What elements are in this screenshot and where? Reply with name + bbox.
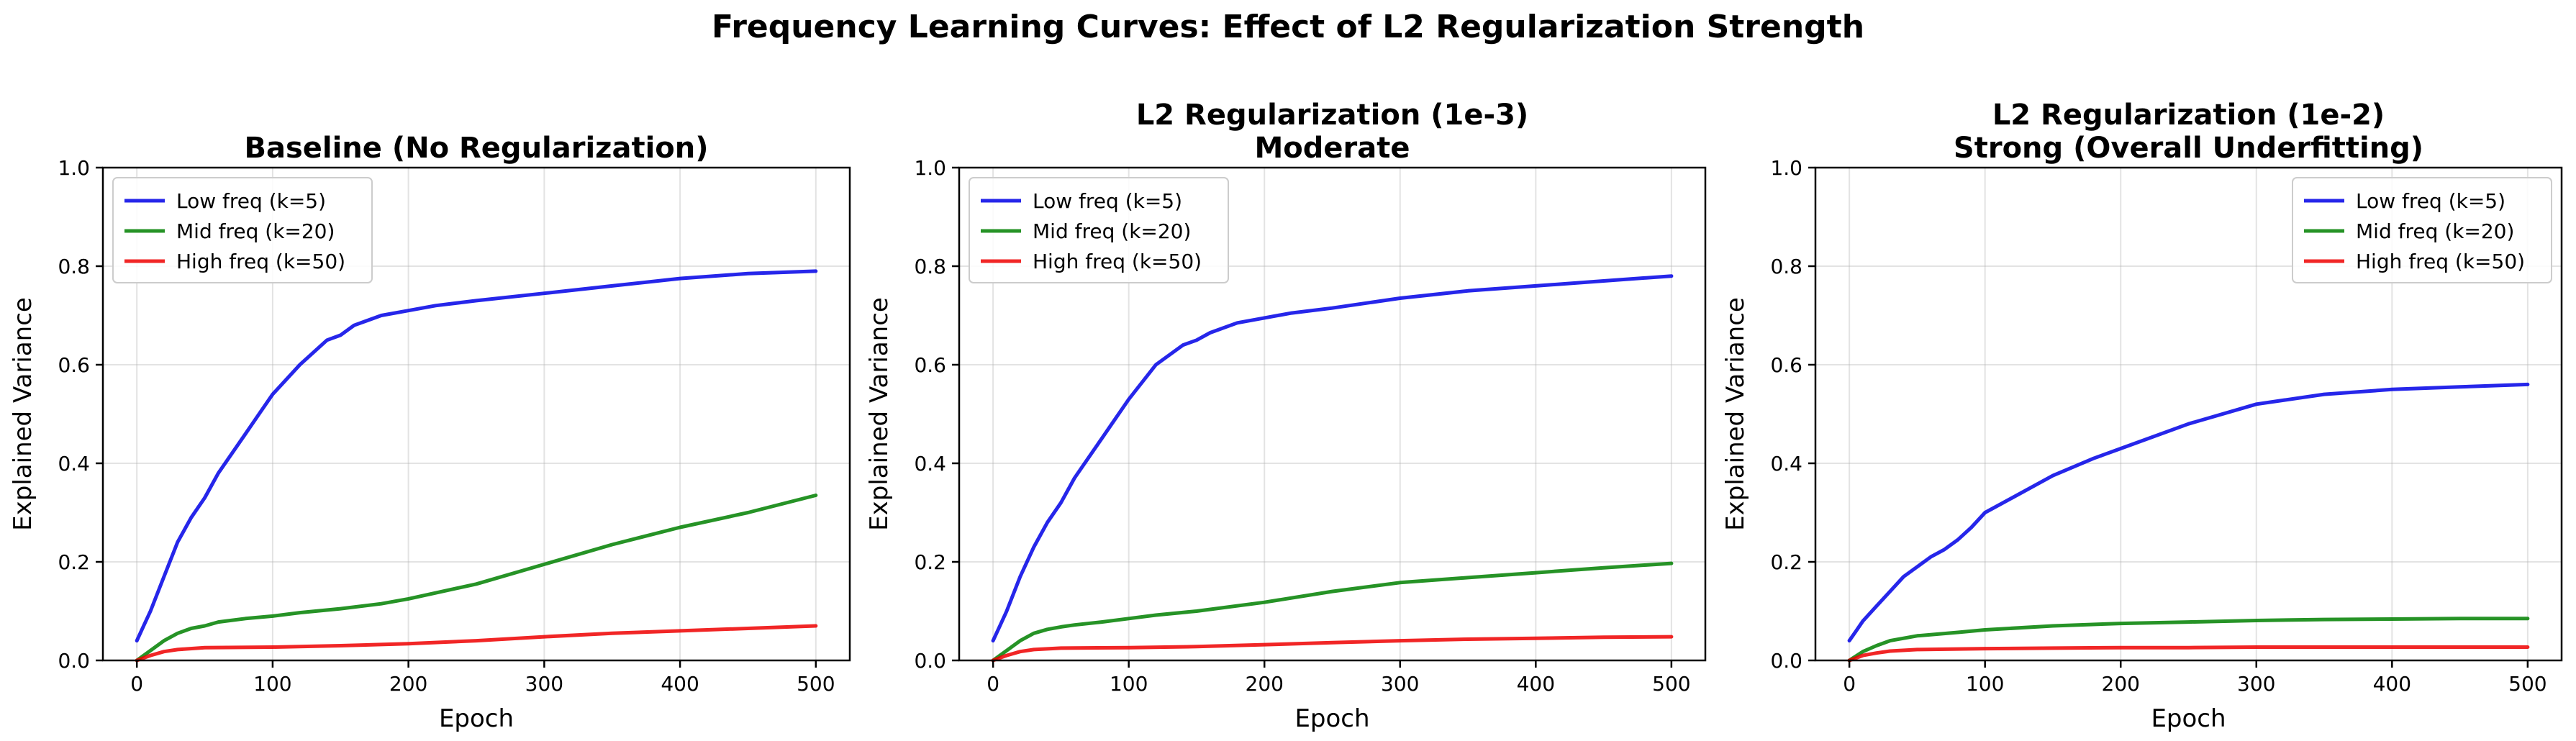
x-tick-label: 300 (1381, 672, 1419, 696)
y-tick-label: 1.0 (914, 156, 946, 180)
series-line-low (991, 274, 1674, 643)
x-tick-label: 500 (797, 672, 835, 696)
x-tick-label: 100 (1966, 672, 2004, 696)
chart-title-line: Moderate (1254, 132, 1410, 165)
plot-frame (1814, 166, 2563, 662)
legend-label: Mid freq (k=20) (176, 219, 335, 243)
y-tick-label: 0.0 (1770, 649, 1802, 673)
legend-label: Low freq (k=5) (1033, 189, 1182, 213)
legend-label: High freq (k=50) (176, 250, 345, 273)
series-line-high (135, 624, 818, 663)
y-tick-label: 0.4 (58, 452, 90, 476)
legend-box (2292, 177, 2552, 283)
y-tick-label: 0.6 (1770, 353, 1802, 377)
y-tick-label: 1.0 (1770, 156, 1802, 180)
x-tick-label: 0 (130, 672, 143, 696)
x-tick-label: 100 (253, 672, 291, 696)
y-tick-label: 0.2 (1770, 550, 1802, 574)
y-axis-label: Explained Variance (865, 297, 894, 531)
legend-label: Low freq (k=5) (2356, 189, 2505, 213)
x-tick-label: 0 (987, 672, 999, 696)
y-tick-label: 0.4 (1770, 452, 1802, 476)
x-axis-label: Epoch (2151, 704, 2226, 733)
legend-label: High freq (k=50) (2356, 250, 2525, 273)
y-axis-label: Explained Variance (9, 297, 37, 531)
y-tick-label: 0.8 (1770, 255, 1802, 278)
x-axis-label: Epoch (1294, 704, 1369, 733)
plot-frame (101, 166, 851, 662)
x-tick-label: 200 (1246, 672, 1284, 696)
series-line-high (1847, 645, 2530, 663)
legend: Low freq (k=5) Mid freq (k=20) High freq (… (2292, 177, 2552, 283)
legend-label: Low freq (k=5) (176, 189, 326, 213)
legend: Low freq (k=5) Mid freq (k=20) High freq (… (969, 177, 1229, 283)
panels: 0 100 200 300 400 500 0.0 0.2 0.4 0.6 0.8 1.0 Epoch E… (9, 99, 2563, 733)
x-tick-label: 300 (525, 672, 563, 696)
x-tick-label: 400 (2373, 672, 2411, 696)
x-tick-label: 0 (1843, 672, 1856, 696)
x-tick-label: 200 (389, 672, 427, 696)
chart-title: L2 Regularization (1e-2) Strong (Overall … (1954, 99, 2423, 165)
chart-title: L2 Regularization (1e-3) Moderate (1136, 99, 1528, 165)
y-tick-label: 0.6 (914, 353, 946, 377)
x-tick-label: 200 (2102, 672, 2140, 696)
chart-title-line: L2 Regularization (1e-3) (1136, 99, 1528, 132)
y-tick-label: 0.4 (914, 452, 946, 476)
chart-panel-3: 0 100 200 300 400 500 0.0 0.2 0.4 0.6 0.8 1.0 Epoch E… (1721, 99, 2563, 733)
x-tick-label: 400 (661, 672, 699, 696)
y-tick-label: 1.0 (58, 156, 90, 180)
legend-label: Mid freq (k=20) (2356, 219, 2514, 243)
series-line-mid (991, 561, 1674, 663)
y-tick-label: 0.2 (58, 550, 90, 574)
x-tick-label: 500 (1652, 672, 1690, 696)
x-tick-label: 500 (2508, 672, 2546, 696)
series-line-low (1847, 382, 2530, 643)
chart-title: Baseline (No Regularization) (244, 132, 708, 165)
y-tick-label: 0.0 (914, 649, 946, 673)
y-tick-label: 0.8 (914, 255, 946, 278)
x-tick-label: 300 (2237, 672, 2275, 696)
y-tick-label: 0.6 (58, 353, 90, 377)
chart-panel-2: 0 100 200 300 400 500 0.0 0.2 0.4 0.6 0.8 1.0 Epoch E… (865, 99, 1707, 733)
series-line-mid (1847, 617, 2530, 663)
figure-title: Frequency Learning Curves: Effect of L2 … (712, 9, 1864, 45)
legend-box (969, 177, 1229, 283)
chart-title-line: Baseline (No Regularization) (244, 132, 708, 165)
x-tick-label: 100 (1110, 672, 1148, 696)
series-line-low (135, 269, 818, 643)
legend-label: Mid freq (k=20) (1033, 219, 1191, 243)
series-line-mid (135, 494, 818, 663)
series-line-high (991, 635, 1674, 663)
y-tick-label: 0.0 (58, 649, 90, 673)
legend-box (112, 177, 373, 283)
chart-panel-1: 0 100 200 300 400 500 0.0 0.2 0.4 0.6 0.8 1.0 Epoch E… (9, 132, 851, 733)
y-axis-label: Explained Variance (1721, 297, 1750, 531)
x-tick-label: 400 (1517, 672, 1555, 696)
chart-title-line: Strong (Overall Underfitting) (1954, 132, 2423, 165)
x-axis-label: Epoch (439, 704, 514, 733)
legend: Low freq (k=5) Mid freq (k=20) High freq (… (112, 177, 373, 283)
y-tick-label: 0.2 (914, 550, 946, 574)
plot-frame (958, 166, 1707, 662)
legend-label: High freq (k=50) (1033, 250, 1202, 273)
y-tick-label: 0.8 (58, 255, 90, 278)
chart-title-line: L2 Regularization (1e-2) (1992, 99, 2385, 132)
